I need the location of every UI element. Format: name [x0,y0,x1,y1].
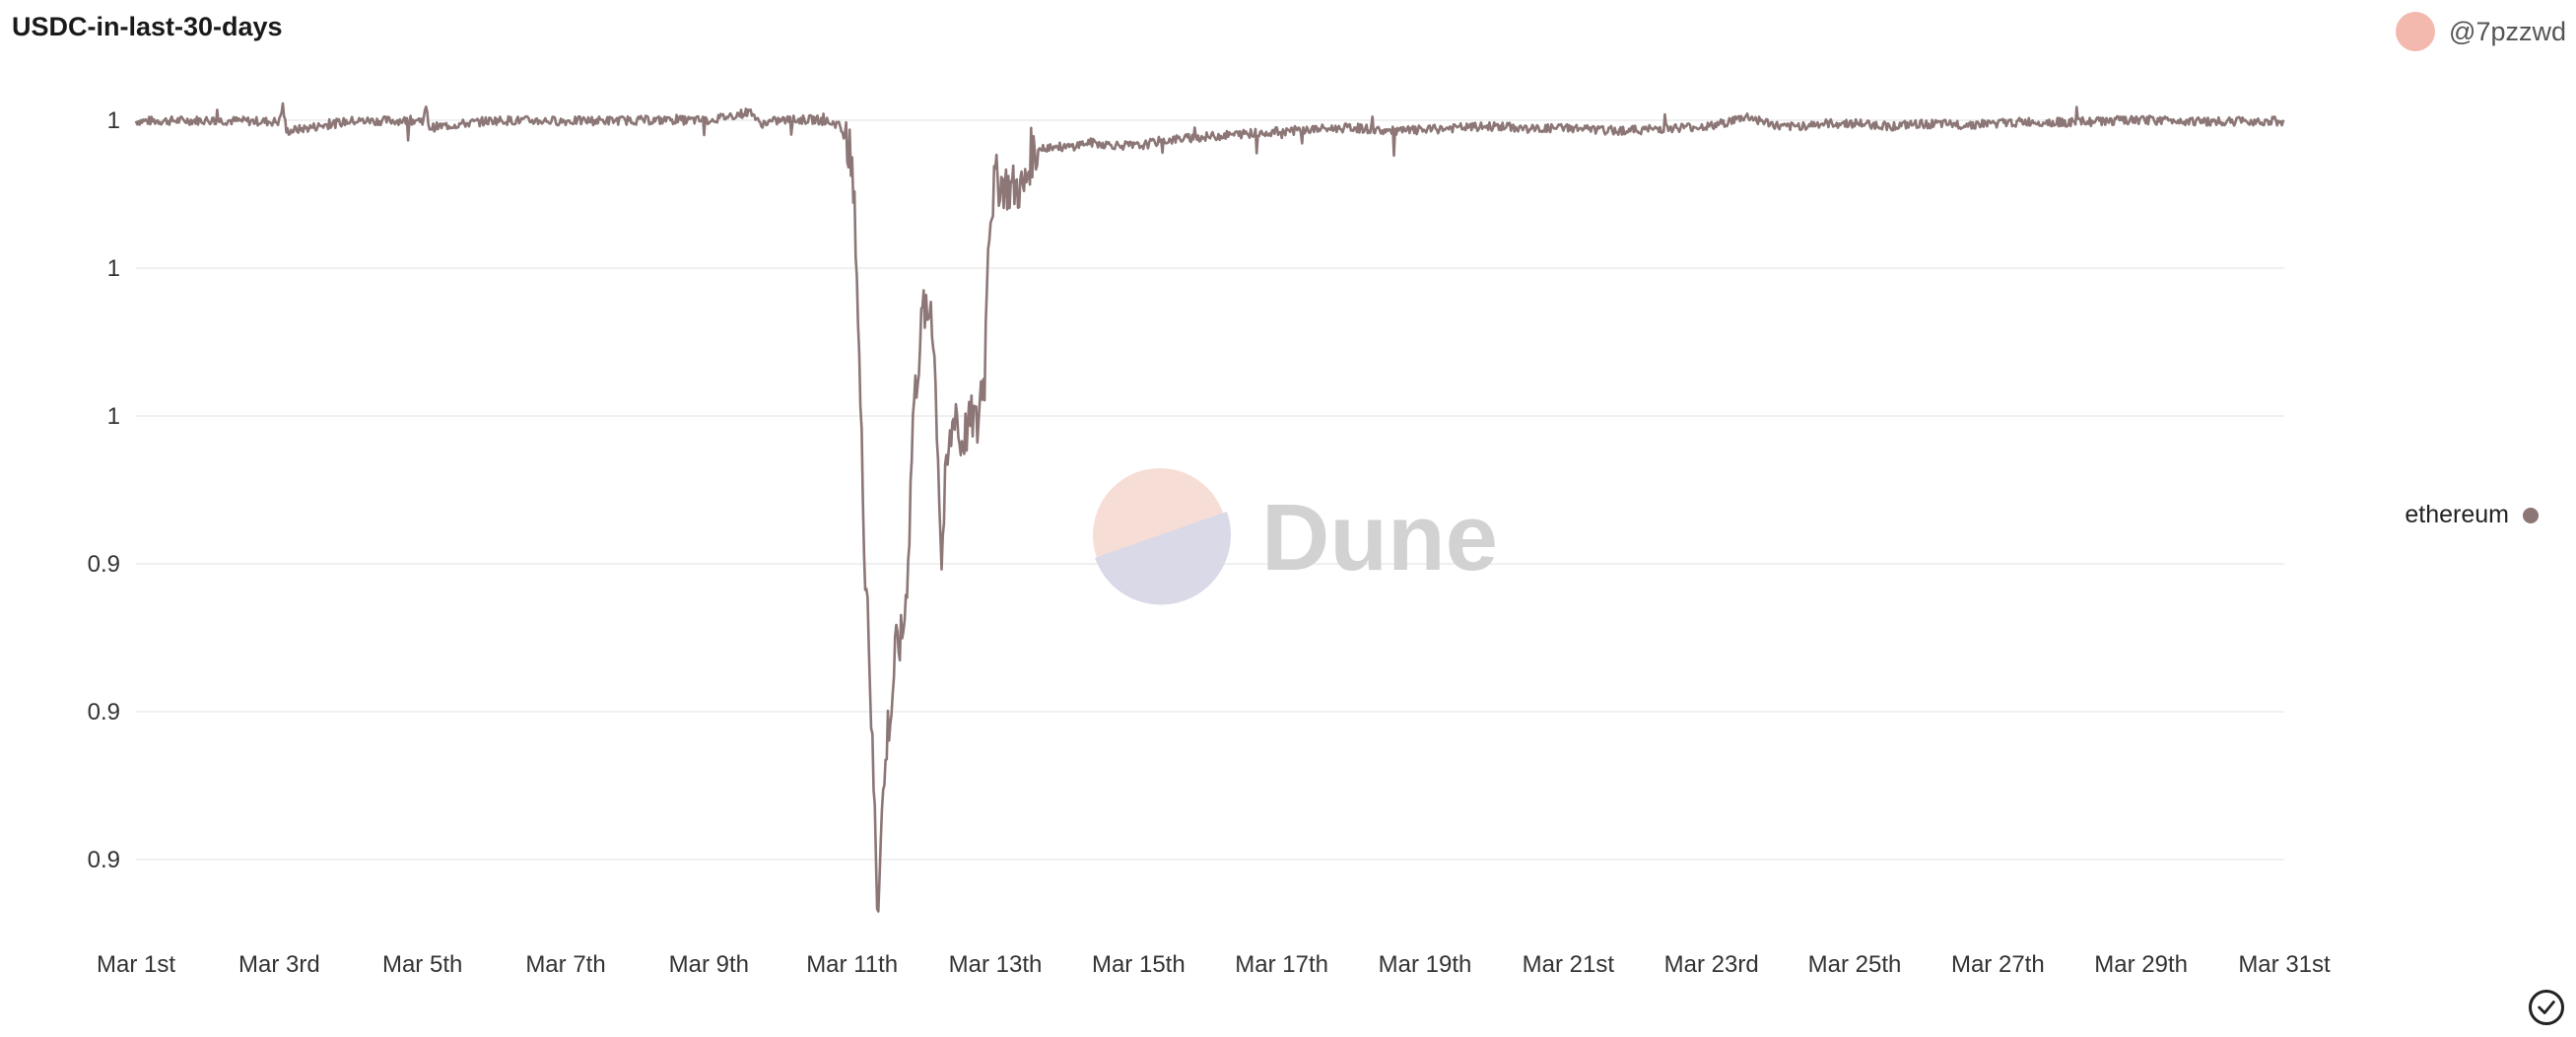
dune-watermark: Dune [1093,468,1498,605]
dune-logo-icon [1093,468,1232,605]
avatar [2396,12,2436,51]
series-lines [134,102,2285,913]
legend-marker-ethereum [2523,507,2539,523]
x-tick-label: Mar 7th [525,951,605,978]
x-tick-label: Mar 11th [806,951,898,978]
chart-title: USDC-in-last-30-days [12,12,283,41]
x-tick-label: Mar 29th [2094,951,2188,978]
x-tick-label: Mar 27th [1951,951,2045,978]
y-tick-label: 1 [107,255,120,282]
y-tick-label: 0.9 [88,699,120,726]
x-tick-label: Mar 21st [1523,951,1615,978]
x-axis: Mar 1st Mar 3rd Mar 5th Mar 7th Mar 9th Mar 1… [97,951,2331,978]
x-tick-label: Mar 13th [949,951,1043,978]
x-tick-label: Mar 19th [1379,951,1472,978]
legend[interactable]: ethereum [2405,501,2539,529]
y-tick-label: 0.9 [88,847,120,873]
y-tick-label: 0.9 [88,551,120,578]
author-handle: @7pzzwd [2449,16,2566,46]
y-axis: 1 1 1 0.9 0.9 0.9 [88,107,120,873]
watermark-text: Dune [1261,485,1498,590]
legend-label-ethereum: ethereum [2405,501,2509,528]
x-tick-label: Mar 9th [669,951,749,978]
gridlines [136,119,2284,861]
x-tick-label: Mar 1st [97,951,175,978]
check-circle-icon[interactable] [2529,990,2564,1025]
x-tick-label: Mar 25th [1808,951,1902,978]
x-tick-label: Mar 5th [382,951,462,978]
x-tick-label: Mar 23rd [1664,951,1759,978]
x-tick-label: Mar 31st [2238,951,2331,978]
y-tick-label: 1 [107,403,120,430]
x-tick-label: Mar 15th [1092,951,1186,978]
x-tick-label: Mar 17th [1235,951,1328,978]
y-tick-label: 1 [107,107,120,134]
x-tick-label: Mar 3rd [238,951,320,978]
author-badge[interactable]: @7pzzwd [2396,12,2566,51]
series-line-ethereum[interactable] [134,102,2285,913]
